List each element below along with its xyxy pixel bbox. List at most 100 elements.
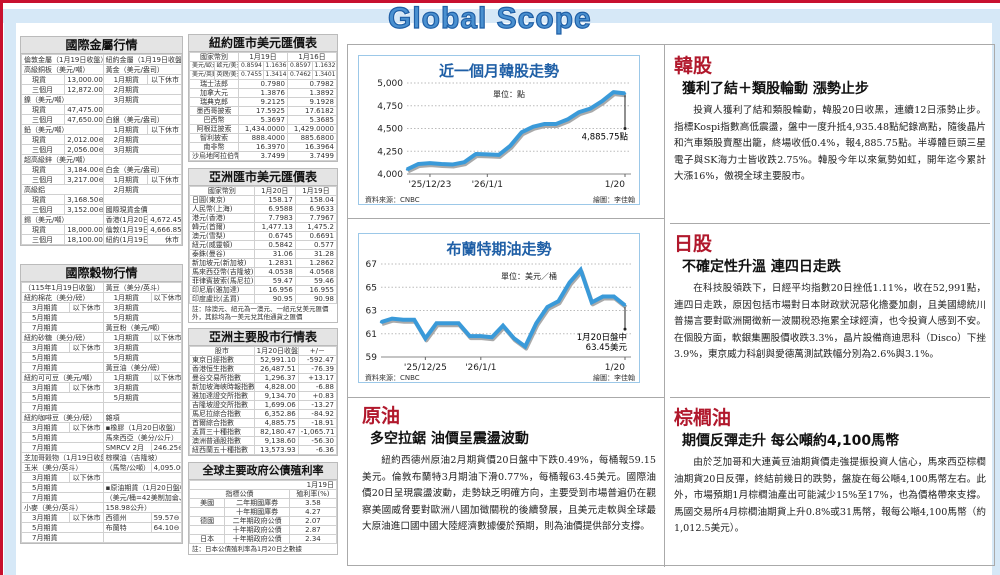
ny-fx-title: 紐約匯市美元匯價表 <box>189 35 337 52</box>
table-cell: 菲律賓披索(馬尼拉) <box>189 276 255 286</box>
table-cell: 現貨 <box>20 134 66 145</box>
data-point <box>468 334 471 338</box>
table-cell: -84.92 <box>297 409 338 419</box>
table-cell: 5月期貨 <box>21 392 104 403</box>
table-cell: 9,138.60 <box>253 436 299 446</box>
table-cell: 1月期貨 <box>102 372 152 383</box>
table-cell: 4.0568 <box>294 267 338 277</box>
table-cell: 紐約砂糖（美分/磅） <box>21 332 104 343</box>
table-row: 三個月 2,056.00⊖ 3月期貨 <box>20 144 183 155</box>
table-cell: 人民幣(上海) <box>189 204 255 214</box>
table-cell: 7.7967 <box>294 213 338 223</box>
table-cell: 紐約棉花（美分/磅） <box>21 292 104 303</box>
korea-chart: 近一個月韓股走勢 4,000 4,250 4,500 4,750 5,000 '25/12/… <box>358 55 640 205</box>
table-cell: 美元/歐元 <box>189 61 215 71</box>
table-cell: 3,168.50⊖ <box>64 194 104 205</box>
table-cell: -18.91 <box>297 418 338 428</box>
table-row: 印尼盾(雅加達) 16.956 16.955 <box>189 285 338 295</box>
table-row: 十年期政府公債 2.87 <box>188 525 338 535</box>
table-cell <box>188 507 226 517</box>
table-row: 新加坡海峽時報指數 4,828.00 -6.88 <box>189 382 338 392</box>
table-row: 倫敦金屬（1月19日收盤） 紐約金屬（1月19日收盤） <box>21 54 183 65</box>
data-point <box>451 163 455 166</box>
table-row: 曼谷交易所指數 1,296.37 +13.17 <box>189 373 338 383</box>
y-tick-label: 5,000 <box>377 79 403 89</box>
table-cell: 印尼盾(雅加達) <box>189 285 255 295</box>
data-point <box>413 318 416 321</box>
table-cell: 31.06 <box>253 249 296 259</box>
table-row: 墨西哥披索 17.5925 17.6182 <box>189 106 337 116</box>
table-cell <box>102 104 183 115</box>
table-cell: +0.83 <box>297 391 338 401</box>
table-cell: 4,828.00 <box>253 382 299 392</box>
table-cell: 美元/英鎊 <box>189 70 215 80</box>
table-row: 三個月 3,217.00⊖ 1月期貨 以下休市 <box>20 174 182 185</box>
table-row: 玉米（美分/英斗）（馬幣/公噸）4,095.00⊖ <box>21 462 183 473</box>
table-cell: 0.6745 <box>253 231 296 241</box>
table-cell: 指標公債 <box>189 489 290 499</box>
table-row: 日圓(東京) 158.17 158.04 <box>189 195 338 205</box>
asia-fx-title: 亞洲匯市美元匯價表 <box>189 169 337 186</box>
table-cell: 0.8594 <box>238 61 264 71</box>
table-cell: 瑞士法郎 <box>189 79 239 89</box>
table-cell: 5月期貨 <box>21 522 104 533</box>
data-point <box>486 153 489 156</box>
table-cell: 5.3697 <box>238 115 288 125</box>
table-cell: -76.39 <box>297 364 338 374</box>
table-cell: 1月20日 <box>253 186 296 196</box>
table-row: 3月期貨 以下休市 3月期貨 <box>21 382 183 393</box>
table-row: 馬尼拉綜合指數 6,352.86 -84.92 <box>189 409 338 419</box>
table-cell: 國際現貨金價 <box>102 204 183 215</box>
table-cell: 白銀（美元/盎司） <box>102 114 183 125</box>
table-row: 1月19日 <box>189 480 337 490</box>
table-cell: 以下休市 <box>69 342 104 353</box>
table-cell: 1.3401 <box>311 70 337 80</box>
table-cell: 1,475.2 <box>294 222 338 232</box>
table-cell: 紐西蘭五十種指數 <box>189 445 255 455</box>
table-cell: 國家幣別 <box>189 186 255 196</box>
annotation-label: 4,885.75點 <box>582 132 629 143</box>
table-row: 7月期貨 黃豆油（美分/磅） <box>21 362 183 373</box>
table-row: 國家幣別 1月19日 1月16日 <box>189 52 337 62</box>
table-cell: 玉米（美分/英斗） <box>21 462 104 473</box>
table-cell: 7月期貨 <box>21 322 104 333</box>
x-tick-label: 1/20 <box>605 180 625 190</box>
metals-table: 國際金屬行情 倫敦金屬（1月19日收盤） 紐約金屬（1月19日收盤） 高級銅板（美元… <box>20 36 183 246</box>
table-cell: 3月期貨 <box>21 472 70 483</box>
data-point <box>417 162 420 166</box>
data-point <box>424 337 427 340</box>
data-point <box>440 162 443 166</box>
table-cell: 高級銅板（美元/噸） <box>21 64 104 75</box>
table-cell: 3月期貨 <box>102 302 183 313</box>
table-row: 3月期貨 以下休市 西德州 59.57⊖ <box>21 512 183 523</box>
table-cell: 4,666.85⊕ <box>147 224 182 235</box>
table-cell: 以下休市 <box>69 382 104 393</box>
data-point <box>490 336 494 339</box>
table-cell: 9.2125 <box>238 97 288 107</box>
table-row: 香港恒生指數 26,487.51 -76.39 <box>189 364 338 374</box>
kicker: 日股 <box>674 233 713 255</box>
table-cell: 1月期貨 <box>102 124 149 135</box>
x-tick-label: '25/12/25 <box>404 363 447 373</box>
table-row: 現貨 2,012.00⊖ 2月期貨 <box>20 134 183 145</box>
article-body: 由於芝加哥和大連黃豆油期貨價走強提振投資人信心，馬來西亞棕櫚油期貨20日反彈，終… <box>674 457 986 534</box>
table-cell: 3月期貨 <box>102 94 183 105</box>
table-cell: 885.6800 <box>287 133 337 143</box>
data-point <box>600 100 604 103</box>
data-point <box>589 107 592 110</box>
table-cell: -13.27 <box>297 400 338 410</box>
table-cell: 南非幣 <box>189 142 239 152</box>
headline: 多空拉鋸 油價呈震盪波動 <box>370 431 529 447</box>
table-cell: 7月期貨 <box>21 402 104 413</box>
table-cell: 股市 <box>189 346 255 356</box>
asia-stocks-title: 亞洲主要股市行情表 <box>189 329 337 346</box>
table-cell: 47,475.00⊖ <box>64 104 104 115</box>
headline: 不確定性升溫 連四日走跌 <box>682 259 841 275</box>
y-tick-label: 63 <box>366 307 377 317</box>
table-cell: ▪原油期貨（1月20日盤中） <box>102 482 183 493</box>
table-row: 三個月 3,152.00⊖ 國際現貨金價 <box>20 204 183 215</box>
table-row: 巴西幣 5.3697 5.3685 <box>189 115 337 125</box>
table-row: 東京日經指數 52,991.10 -592.47 <box>189 355 338 365</box>
